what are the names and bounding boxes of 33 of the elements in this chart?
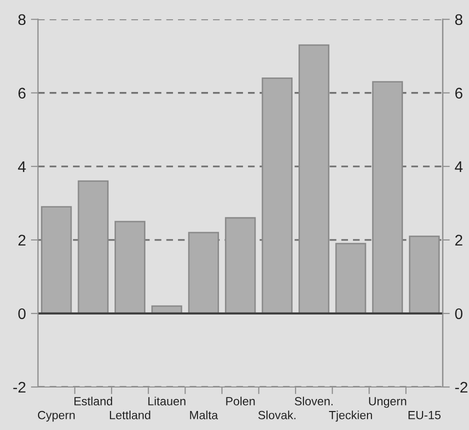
- x-tick-label: Lettland: [110, 410, 150, 420]
- bar: [372, 81, 403, 314]
- bar: [188, 232, 219, 314]
- y-tick-label: 6: [18, 88, 26, 99]
- x-tick-label: Tjeckien: [329, 410, 372, 422]
- x-tick-label: Polen: [226, 396, 255, 406]
- x-tick-label: Malta: [190, 410, 218, 420]
- bar: [335, 242, 366, 314]
- bar: [78, 180, 109, 314]
- y-tick-label: 2: [18, 234, 26, 246]
- x-tick-label: Slovak.: [258, 410, 296, 420]
- bar: [40, 206, 72, 314]
- bar: [298, 44, 330, 314]
- bar: [224, 217, 256, 314]
- x-tick-label: Estland: [74, 396, 112, 406]
- y-tick-label: 0: [18, 308, 26, 320]
- bar: [408, 236, 440, 314]
- y2-tick-label: 6: [455, 88, 462, 99]
- y-tick-label: 4: [18, 161, 26, 172]
- y2-tick-label: -2: [455, 382, 468, 393]
- y2-tick-label: 0: [455, 308, 462, 320]
- y-tick-label: 8: [18, 14, 26, 26]
- bar: [262, 77, 293, 314]
- x-tick-label: Cypern: [38, 410, 75, 422]
- bar: [114, 220, 146, 314]
- y-tick-label: -2: [13, 382, 26, 393]
- x-tick-label: Sloven.: [294, 396, 333, 406]
- y2-tick-label: 8: [455, 14, 462, 26]
- y2-tick-label: 2: [455, 234, 462, 246]
- y2-tick-label: 4: [454, 161, 463, 172]
- x-tick-label: Litauen: [148, 396, 186, 406]
- x-tick-label: EU-15: [408, 411, 441, 420]
- x-tick-label: Ungern: [369, 397, 406, 408]
